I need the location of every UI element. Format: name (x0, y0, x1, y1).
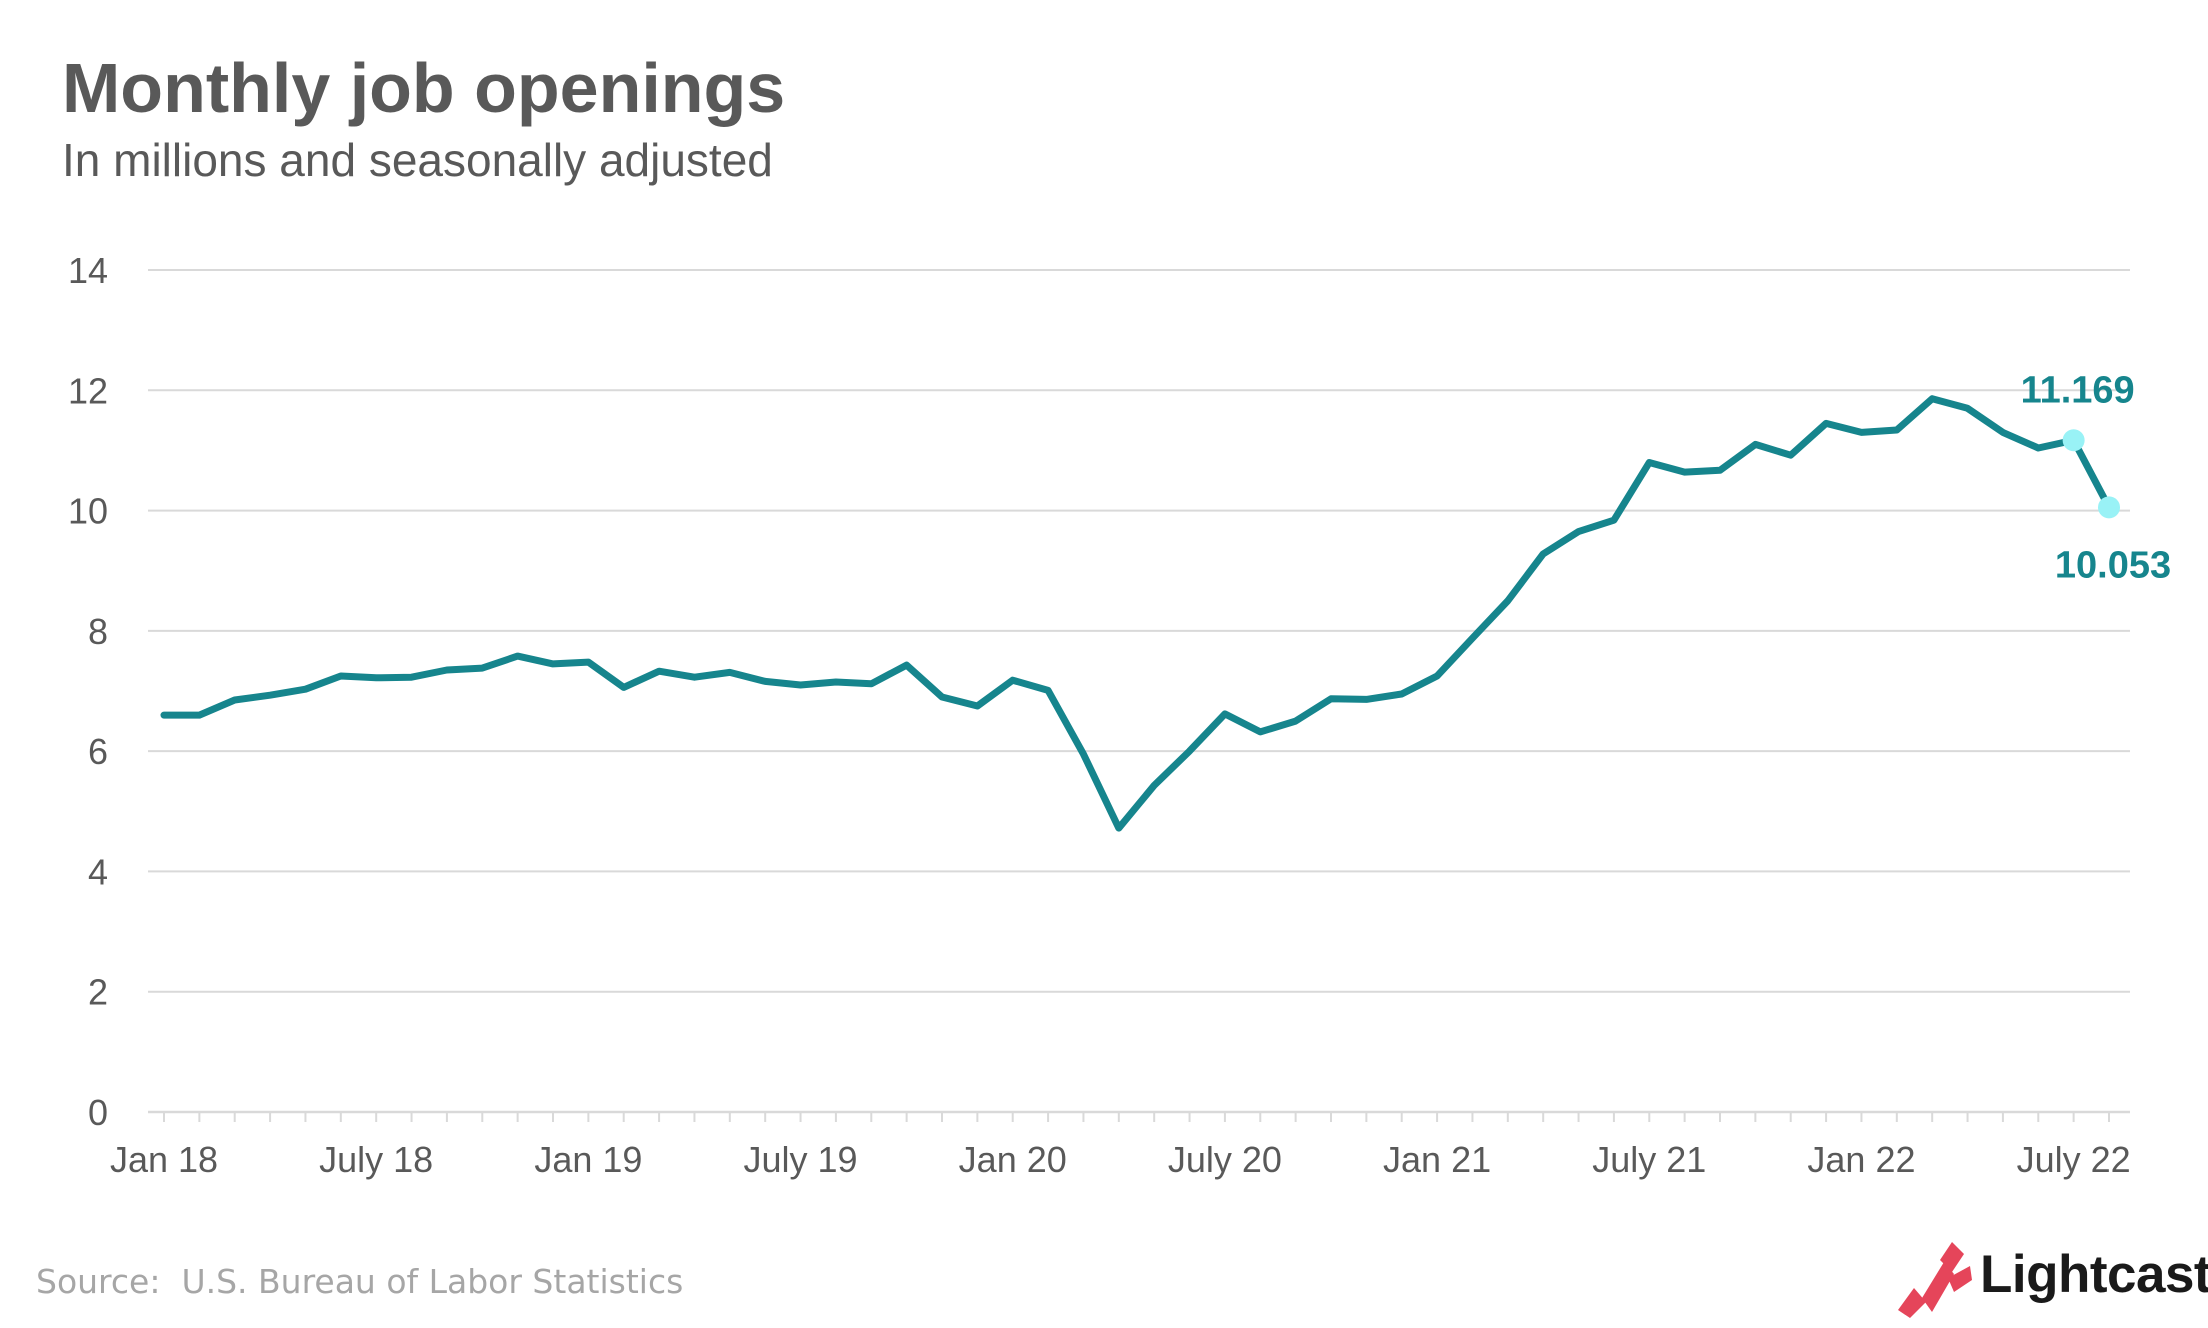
x-tick-label: July 21 (1592, 1139, 1706, 1180)
x-tick-label: July 20 (1168, 1139, 1282, 1180)
y-tick-label: 14 (68, 250, 108, 291)
lightcast-logo-icon (1898, 1242, 1972, 1318)
y-tick-label: 10 (68, 491, 108, 532)
gridlines (148, 269, 2130, 993)
y-tick-label: 2 (88, 972, 108, 1013)
x-tick-label: Jan 20 (959, 1139, 1067, 1180)
x-tick-label: Jan 21 (1383, 1139, 1491, 1180)
x-tick-label: July 22 (2017, 1139, 2131, 1180)
data-label: 11.169 (2021, 369, 2135, 411)
x-tick-label: Jan 19 (534, 1139, 642, 1180)
annotations: 11.169 10.053 (2021, 369, 2172, 586)
y-tick-label: 6 (88, 731, 108, 772)
brand-logo: Lightcast (1892, 1240, 2208, 1320)
x-tick-label: Jan 22 (1807, 1139, 1915, 1180)
y-axis-labels: 0 2 4 6 8 10 12 14 (68, 250, 108, 1133)
x-tick-label: Jan 18 (110, 1139, 218, 1180)
x-axis-labels: Jan 18 July 18 Jan 19 July 19 Jan 20 July 20 J… (110, 1139, 2131, 1180)
highlight-point (2062, 429, 2085, 452)
y-tick-label: 0 (88, 1092, 108, 1133)
brand-name: Lightcast (1980, 1245, 2208, 1304)
data-label: 10.053 (2055, 544, 2171, 586)
y-tick-label: 8 (88, 611, 108, 652)
chart-subtitle: In millions and seasonally adjusted (62, 134, 773, 186)
series-layer (160, 395, 2113, 832)
highlight-point (2098, 496, 2120, 519)
y-tick-label: 4 (88, 851, 108, 892)
series-line (160, 395, 2113, 832)
source-note: Source: U.S. Bureau of Labor Statistics (36, 1262, 684, 1301)
x-axis (148, 1110, 2130, 1122)
x-tick-label: July 18 (319, 1139, 433, 1180)
x-tick-label: July 19 (744, 1139, 858, 1180)
y-tick-label: 12 (68, 370, 108, 411)
chart-title: Monthly job openings (62, 49, 786, 127)
